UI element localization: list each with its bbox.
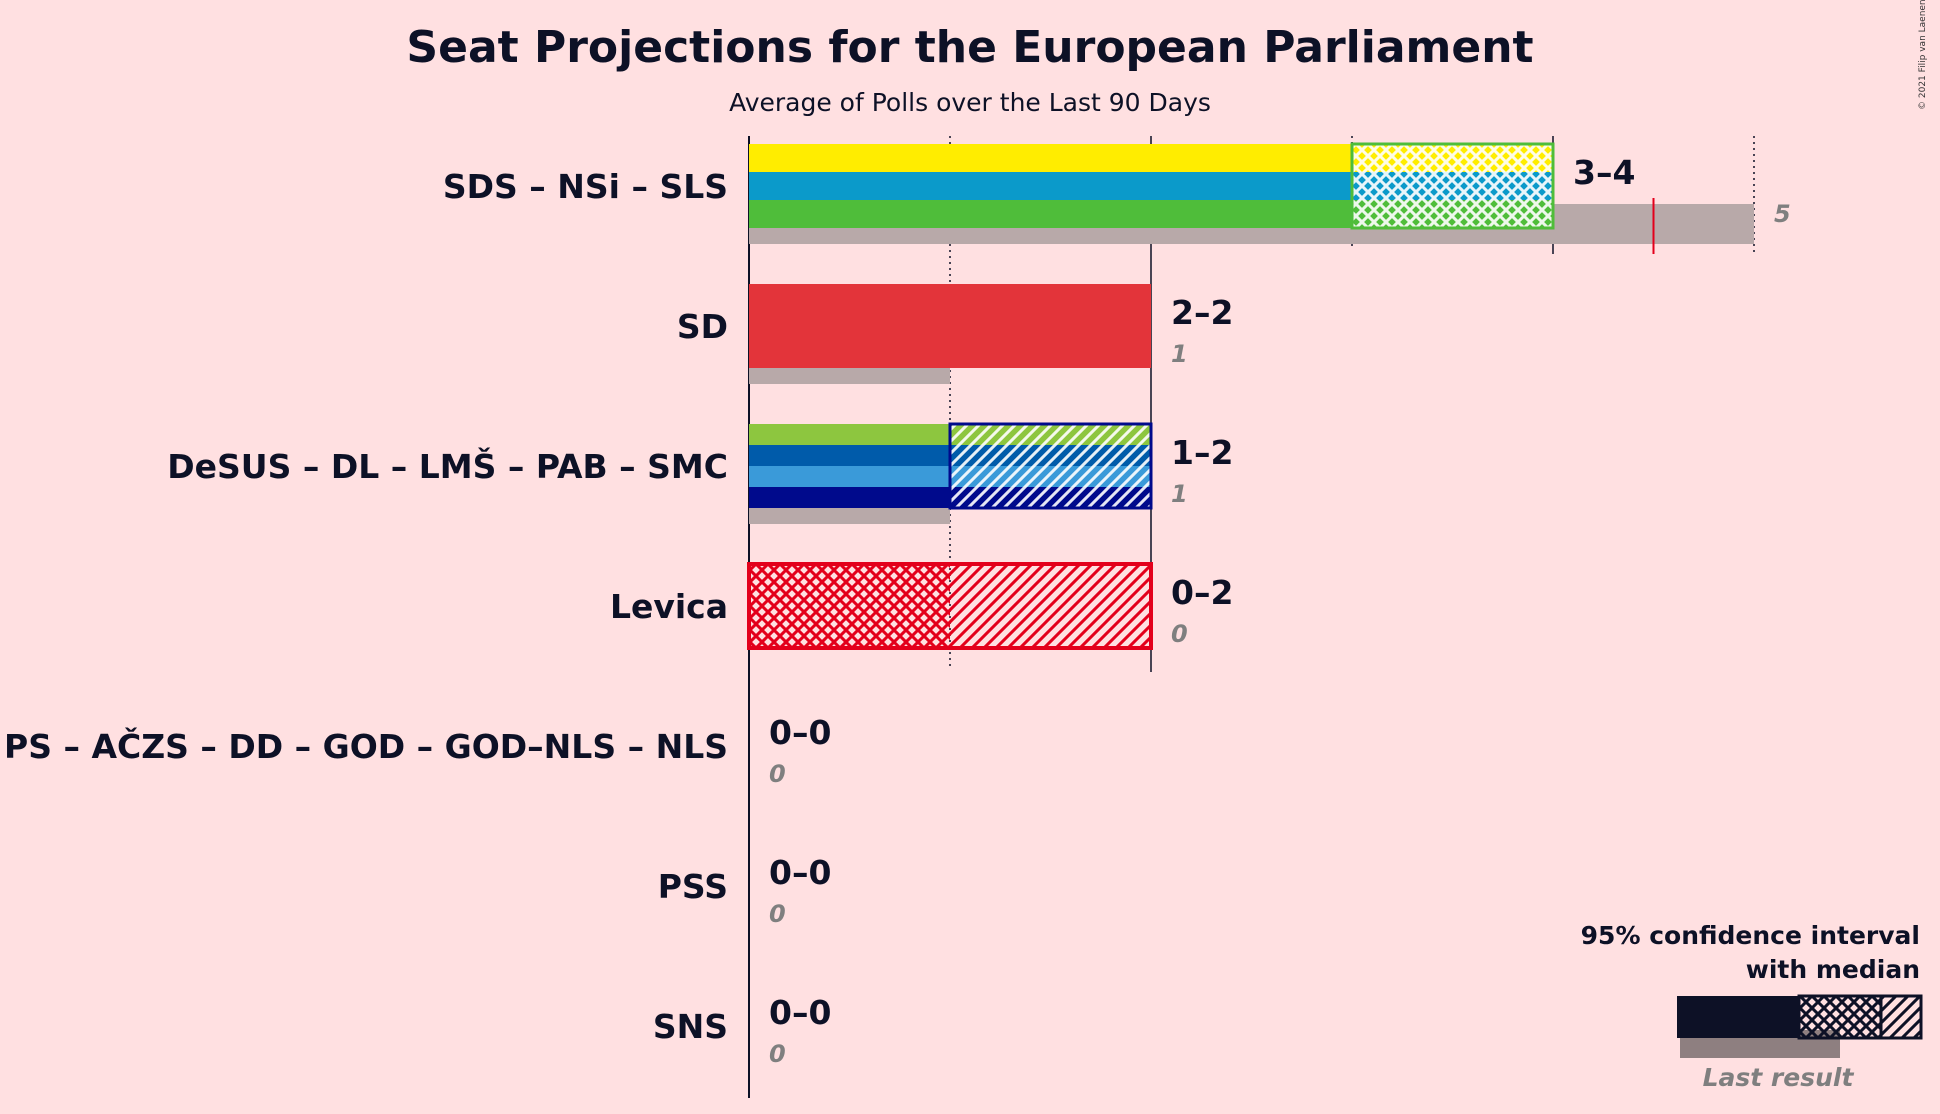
legend-last-result-label: Last result — [1703, 1063, 1855, 1092]
last-result-label: 0 — [769, 900, 786, 928]
ci-outline — [1350, 142, 1555, 230]
party-label: Levica — [610, 587, 728, 626]
range-label: 2–2 — [1171, 293, 1233, 332]
range-label: 0–0 — [769, 993, 831, 1032]
legend-hatch-swatch — [1879, 994, 1923, 1040]
party-label: PSS — [658, 867, 728, 906]
legend-title-line1: 95% confidence interval — [1581, 921, 1920, 950]
legend-crosshatch-swatch — [1797, 994, 1883, 1040]
range-label: 0–2 — [1171, 573, 1233, 612]
party-row — [749, 422, 1153, 524]
bars-layer — [747, 142, 1754, 650]
party-row — [749, 142, 1754, 254]
ci-outline — [747, 562, 1153, 650]
ci-solid-bar — [749, 424, 950, 508]
party-label: PS – AČZS – DD – GOD – GOD–NLS – NLS — [4, 726, 728, 766]
chart-title: Seat Projections for the European Parlia… — [406, 22, 1534, 73]
ci-hatch-bar — [950, 564, 1151, 648]
party-label: SDS – NSi – SLS — [443, 167, 728, 206]
party-label: DeSUS – DL – LMŠ – PAB – SMC — [167, 446, 728, 486]
ci-outline — [948, 422, 1153, 510]
last-result-label: 1 — [1171, 480, 1188, 508]
labels-layer: SDS – NSi – SLS 3–4 5 SD 2–2 1 DeSUS – DL – LM… — [4, 153, 1791, 1068]
ci-crosshatch-bar — [749, 564, 950, 648]
legend-solid-swatch — [1677, 996, 1799, 1038]
legend-title-line2: with median — [1746, 955, 1920, 984]
chart-subtitle: Average of Polls over the Last 90 Days — [729, 88, 1211, 117]
ci-hatch-bar — [950, 424, 1151, 508]
last-result-label: 5 — [1774, 200, 1791, 228]
ci-crosshatch-bar — [1352, 144, 1553, 228]
party-row — [749, 284, 1151, 384]
last-result-label: 1 — [1171, 340, 1188, 368]
range-label: 1–2 — [1171, 433, 1233, 472]
range-label: 0–0 — [769, 713, 831, 752]
ci-solid-bar — [749, 144, 1352, 228]
ci-solid-bar — [749, 284, 1151, 368]
party-label: SNS — [653, 1007, 728, 1046]
legend: 95% confidence interval with median Last r… — [1581, 921, 1923, 1092]
party-row — [747, 562, 1153, 650]
party-label: SD — [677, 307, 728, 346]
last-result-label: 0 — [769, 1040, 786, 1068]
range-label: 0–0 — [769, 853, 831, 892]
range-label: 3–4 — [1573, 153, 1635, 192]
last-result-label: 0 — [769, 760, 786, 788]
last-result-label: 0 — [1171, 620, 1188, 648]
